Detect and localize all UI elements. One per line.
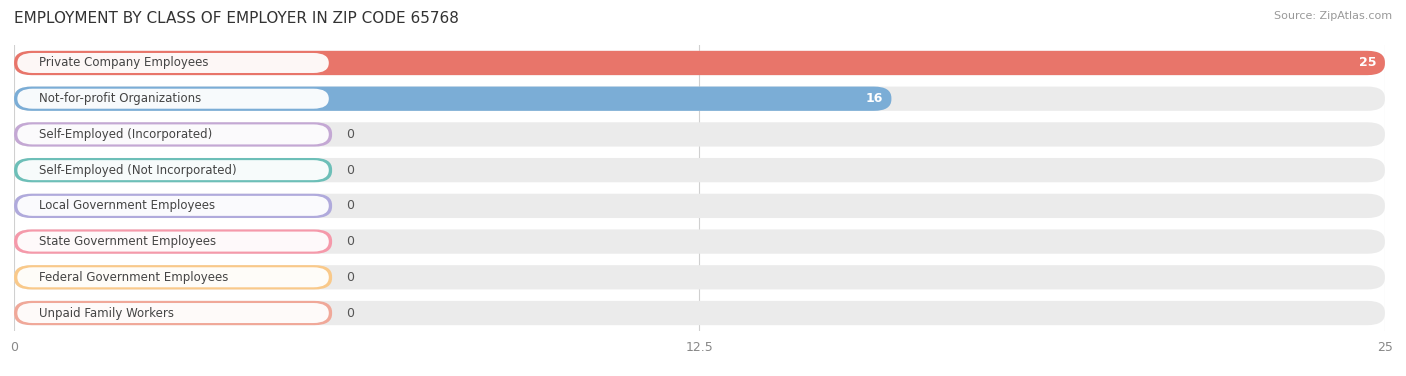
- FancyBboxPatch shape: [14, 301, 332, 325]
- Text: Unpaid Family Workers: Unpaid Family Workers: [39, 306, 174, 320]
- FancyBboxPatch shape: [14, 122, 1385, 147]
- FancyBboxPatch shape: [14, 229, 1385, 254]
- Text: Source: ZipAtlas.com: Source: ZipAtlas.com: [1274, 11, 1392, 21]
- Text: Local Government Employees: Local Government Employees: [39, 199, 215, 212]
- Text: 16: 16: [866, 92, 883, 105]
- FancyBboxPatch shape: [17, 160, 329, 180]
- FancyBboxPatch shape: [14, 229, 332, 254]
- FancyBboxPatch shape: [17, 53, 329, 73]
- Text: 25: 25: [1360, 56, 1376, 70]
- Text: 0: 0: [346, 128, 354, 141]
- Text: Private Company Employees: Private Company Employees: [39, 56, 208, 70]
- FancyBboxPatch shape: [17, 196, 329, 216]
- FancyBboxPatch shape: [17, 232, 329, 252]
- FancyBboxPatch shape: [14, 86, 891, 111]
- FancyBboxPatch shape: [17, 267, 329, 287]
- FancyBboxPatch shape: [14, 158, 332, 182]
- FancyBboxPatch shape: [14, 301, 1385, 325]
- Text: 0: 0: [346, 164, 354, 177]
- FancyBboxPatch shape: [14, 86, 1385, 111]
- Text: Federal Government Employees: Federal Government Employees: [39, 271, 228, 284]
- Text: 0: 0: [346, 235, 354, 248]
- FancyBboxPatch shape: [14, 194, 332, 218]
- FancyBboxPatch shape: [14, 51, 1385, 75]
- Text: 0: 0: [346, 306, 354, 320]
- Text: 0: 0: [346, 271, 354, 284]
- FancyBboxPatch shape: [17, 124, 329, 144]
- Text: Self-Employed (Not Incorporated): Self-Employed (Not Incorporated): [39, 164, 236, 177]
- Text: Self-Employed (Incorporated): Self-Employed (Incorporated): [39, 128, 212, 141]
- FancyBboxPatch shape: [14, 265, 332, 290]
- FancyBboxPatch shape: [14, 194, 1385, 218]
- Text: 0: 0: [346, 199, 354, 212]
- Text: Not-for-profit Organizations: Not-for-profit Organizations: [39, 92, 201, 105]
- Text: EMPLOYMENT BY CLASS OF EMPLOYER IN ZIP CODE 65768: EMPLOYMENT BY CLASS OF EMPLOYER IN ZIP C…: [14, 11, 458, 26]
- FancyBboxPatch shape: [14, 122, 332, 147]
- FancyBboxPatch shape: [17, 303, 329, 323]
- FancyBboxPatch shape: [14, 51, 1385, 75]
- Text: State Government Employees: State Government Employees: [39, 235, 217, 248]
- FancyBboxPatch shape: [14, 265, 1385, 290]
- FancyBboxPatch shape: [17, 89, 329, 109]
- FancyBboxPatch shape: [14, 158, 1385, 182]
